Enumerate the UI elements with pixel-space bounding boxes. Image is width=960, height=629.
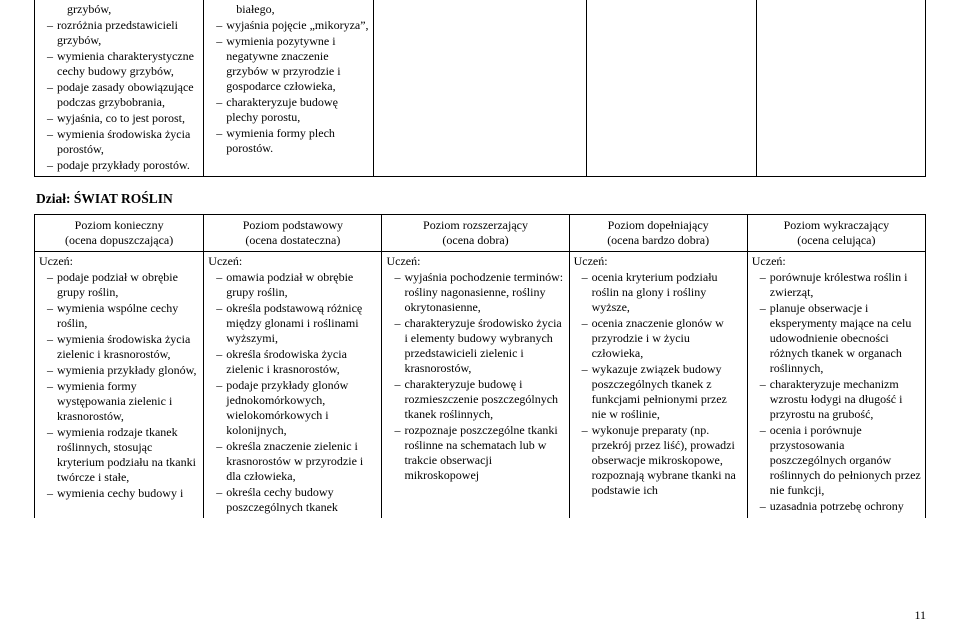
list-item: wymienia rodzaje tkanek roślinnych, stos…: [47, 425, 199, 485]
col-header-2: Poziom rozszerzający(ocena dobra): [382, 214, 569, 251]
list-item: ocenia znaczenie glonów w przyrodzie i w…: [582, 316, 743, 361]
main-table: Poziom konieczny(ocena dopuszczająca) Po…: [34, 214, 926, 518]
list: wyjaśnia pochodzenie terminów: rośliny n…: [386, 270, 564, 483]
list-item: porównuje królestwa roślin i zwierząt,: [760, 270, 921, 300]
col-header-0: Poziom konieczny(ocena dopuszczająca): [35, 214, 204, 251]
cell-col1: białego, wyjaśnia pojęcie „mikoryza”, wy…: [204, 0, 373, 177]
uczen-label: Uczeń:: [752, 254, 921, 269]
list-item: charakteryzuje środowisko życia i elemen…: [394, 316, 564, 376]
list-item: ocenia kryterium podziału roślin na glon…: [582, 270, 743, 315]
cell-col1: Uczeń: omawia podział w obrębie grupy ro…: [204, 251, 382, 518]
list: omawia podział w obrębie grupy roślin, o…: [208, 270, 377, 515]
list-item: rozpoznaje poszczególne tkanki roślinne …: [394, 423, 564, 483]
list-item: wymienia formy plech porostów.: [216, 126, 368, 156]
cell-col3: Uczeń: ocenia kryterium podziału roślin …: [569, 251, 747, 518]
list: ocenia kryterium podziału roślin na glon…: [574, 270, 743, 498]
list-item: omawia podział w obrębie grupy roślin,: [216, 270, 377, 300]
list-item: podaje przykłady porostów.: [47, 158, 199, 173]
list: podaje podział w obrębie grupy roślin, w…: [39, 270, 199, 501]
cell-col3-empty: [587, 0, 756, 177]
page-number: 11: [914, 608, 926, 623]
list-item: charakteryzuje budowę plechy porostu,: [216, 95, 368, 125]
table-row: grzybów, rozróżnia przedstawicieli grzyb…: [35, 0, 926, 177]
list-item: wykazuje związek budowy poszczególnych t…: [582, 362, 743, 422]
list-item: podaje podział w obrębie grupy roślin,: [47, 270, 199, 300]
list-item: wymienia cechy budowy i: [47, 486, 199, 501]
top-continuation-table: grzybów, rozróżnia przedstawicieli grzyb…: [34, 0, 926, 177]
list-item: określa podstawową różnicę między glonam…: [216, 301, 377, 346]
list-item: białego,: [216, 2, 368, 17]
list: porównuje królestwa roślin i zwierząt, p…: [752, 270, 921, 514]
list-item: określa cechy budowy poszczególnych tkan…: [216, 485, 377, 515]
cell-col0: grzybów, rozróżnia przedstawicieli grzyb…: [35, 0, 204, 177]
uczen-label: Uczeń:: [208, 254, 377, 269]
list-item: wykonuje preparaty (np. przekrój przez l…: [582, 423, 743, 498]
list-item: wyjaśnia pochodzenie terminów: rośliny n…: [394, 270, 564, 315]
list-item: określa środowiska życia zielenic i kras…: [216, 347, 377, 377]
cell-col4: Uczeń: porównuje królestwa roślin i zwie…: [747, 251, 925, 518]
list-item: podaje zasady obowiązujące podczas grzyb…: [47, 80, 199, 110]
list-item: wymienia formy występowania zielenic i k…: [47, 379, 199, 424]
list-item: wymienia przykłady glonów,: [47, 363, 199, 378]
cell-col4-empty: [756, 0, 925, 177]
table-row: Uczeń: podaje podział w obrębie grupy ro…: [35, 251, 926, 518]
list-item: charakteryzuje mechanizm wzrostu łodygi …: [760, 377, 921, 422]
table-header-row: Poziom konieczny(ocena dopuszczająca) Po…: [35, 214, 926, 251]
list-item: grzybów,: [47, 2, 199, 17]
list-item: charakteryzuje budowę i rozmieszczenie p…: [394, 377, 564, 422]
uczen-label: Uczeń:: [574, 254, 743, 269]
cell-col2: Uczeń: wyjaśnia pochodzenie terminów: ro…: [382, 251, 569, 518]
section-title: Dział: ŚWIAT ROŚLIN: [36, 191, 926, 208]
list-item: wyjaśnia, co to jest porost,: [47, 111, 199, 126]
list-item: wymienia środowiska życia zielenic i kra…: [47, 332, 199, 362]
list: grzybów, rozróżnia przedstawicieli grzyb…: [39, 2, 199, 173]
cell-col2-empty: [373, 0, 587, 177]
col-header-4: Poziom wykraczający(ocena celująca): [747, 214, 925, 251]
list-item: wymienia środowiska życia porostów,: [47, 127, 199, 157]
list-item: wymienia pozytywne i negatywne znaczenie…: [216, 34, 368, 94]
list-item: ocenia i porównuje przystosowania poszcz…: [760, 423, 921, 498]
list-item: wymienia charakterystyczne cechy budowy …: [47, 49, 199, 79]
col-header-3: Poziom dopełniający(ocena bardzo dobra): [569, 214, 747, 251]
list-item: podaje przykłady glonów jednokomórkowych…: [216, 378, 377, 438]
list-item: wymienia wspólne cechy roślin,: [47, 301, 199, 331]
list-item: wyjaśnia pojęcie „mikoryza”,: [216, 18, 368, 33]
list-item: określa znaczenie zielenic i krasnorostó…: [216, 439, 377, 484]
list-item: rozróżnia przedstawicieli grzybów,: [47, 18, 199, 48]
list-item: planuje obserwacje i eksperymenty mające…: [760, 301, 921, 376]
list-item: uzasadnia potrzebę ochrony: [760, 499, 921, 514]
col-header-1: Poziom podstawowy(ocena dostateczna): [204, 214, 382, 251]
uczen-label: Uczeń:: [39, 254, 199, 269]
list: białego, wyjaśnia pojęcie „mikoryza”, wy…: [208, 2, 368, 156]
uczen-label: Uczeń:: [386, 254, 564, 269]
cell-col0: Uczeń: podaje podział w obrębie grupy ro…: [35, 251, 204, 518]
